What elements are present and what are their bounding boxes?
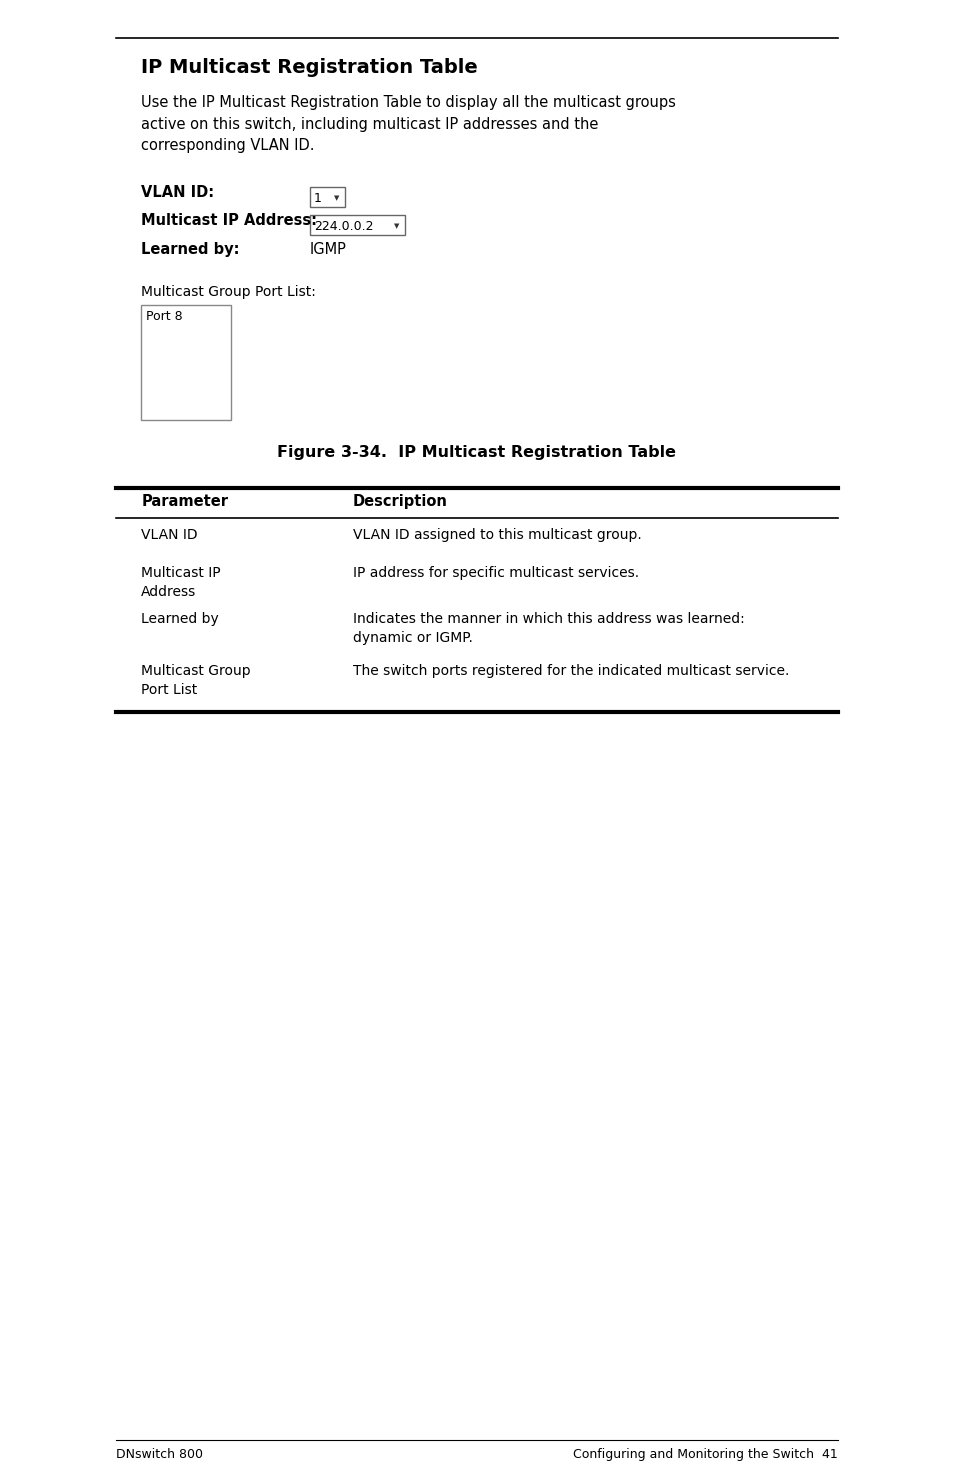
Bar <box>310 215 405 235</box>
Text: Port 8: Port 8 <box>146 310 183 323</box>
Text: Learned by:: Learned by: <box>141 242 239 257</box>
Text: Learned by: Learned by <box>141 612 218 625</box>
Text: VLAN ID:: VLAN ID: <box>141 184 214 201</box>
Text: Multicast IP Address:: Multicast IP Address: <box>141 212 316 229</box>
Text: VLAN ID assigned to this multicast group.: VLAN ID assigned to this multicast group… <box>353 528 641 541</box>
Text: ▼: ▼ <box>334 195 339 201</box>
Text: VLAN ID: VLAN ID <box>141 528 197 541</box>
Text: IP address for specific multicast services.: IP address for specific multicast servic… <box>353 566 639 580</box>
Text: Description: Description <box>353 494 447 509</box>
Text: Multicast IP
Address: Multicast IP Address <box>141 566 220 599</box>
Text: 1: 1 <box>314 192 321 205</box>
Text: ▼: ▼ <box>394 223 399 229</box>
Text: IGMP: IGMP <box>310 242 347 257</box>
Text: Multicast Group
Port List: Multicast Group Port List <box>141 664 251 698</box>
Text: 224.0.0.2: 224.0.0.2 <box>314 220 374 233</box>
Text: Parameter: Parameter <box>141 494 228 509</box>
Text: Use the IP Multicast Registration Table to display all the multicast groups
acti: Use the IP Multicast Registration Table … <box>141 94 676 153</box>
Text: IP Multicast Registration Table: IP Multicast Registration Table <box>141 58 477 77</box>
Bar <box>310 187 345 206</box>
Bar <box>141 305 231 420</box>
Text: Figure 3-34.  IP Multicast Registration Table: Figure 3-34. IP Multicast Registration T… <box>277 445 676 460</box>
Text: Configuring and Monitoring the Switch  41: Configuring and Monitoring the Switch 41 <box>572 1448 837 1462</box>
Text: DNswitch 800: DNswitch 800 <box>116 1448 203 1462</box>
Text: Indicates the manner in which this address was learned:
dynamic or IGMP.: Indicates the manner in which this addre… <box>353 612 744 645</box>
Text: Multicast Group Port List:: Multicast Group Port List: <box>141 285 315 299</box>
Text: The switch ports registered for the indicated multicast service.: The switch ports registered for the indi… <box>353 664 788 678</box>
